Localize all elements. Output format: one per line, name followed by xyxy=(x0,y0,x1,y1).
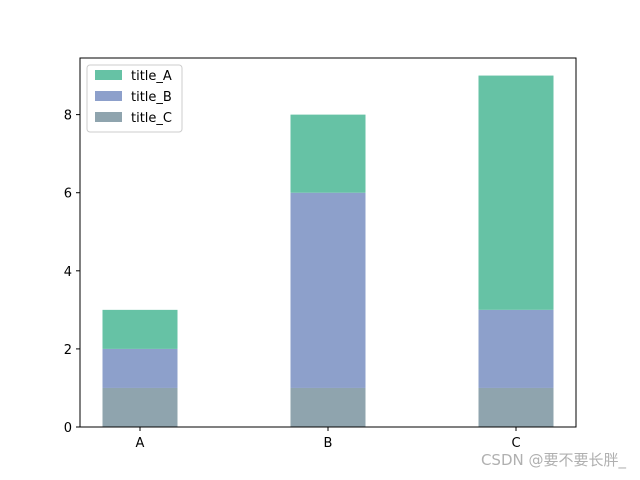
y-tick-label: 6 xyxy=(64,187,72,202)
y-tick-label: 0 xyxy=(64,421,72,436)
x-tick-label: A xyxy=(136,436,145,451)
bar-A-title_C xyxy=(102,387,178,427)
watermark: CSDN @要不要长胖_ xyxy=(480,451,626,469)
bar-A-title_B xyxy=(102,348,178,388)
legend-label: title_B xyxy=(131,90,172,105)
bar-B-title_A xyxy=(290,114,366,193)
y-axis: 0 2 4 6 8 xyxy=(64,109,80,436)
legend-swatch xyxy=(95,112,122,122)
bar-A-title_A xyxy=(102,309,178,349)
x-axis: A B C xyxy=(136,427,521,451)
legend-label: title_A xyxy=(131,69,172,84)
legend-label: title_C xyxy=(131,111,172,126)
legend-swatch xyxy=(95,70,122,80)
y-tick-label: 2 xyxy=(64,343,72,358)
legend: title_A title_B title_C xyxy=(86,64,183,133)
x-tick-label: C xyxy=(511,436,520,451)
y-tick-label: 8 xyxy=(64,109,72,124)
y-tick-label: 4 xyxy=(64,265,72,280)
bar-C-title_B xyxy=(478,309,554,388)
bars-group xyxy=(102,75,554,427)
bar-C-title_C xyxy=(478,387,554,427)
legend-swatch xyxy=(95,91,122,101)
bar-C-title_A xyxy=(478,75,554,310)
bar-B-title_B xyxy=(290,192,366,388)
bar-B-title_C xyxy=(290,387,366,427)
x-tick-label: B xyxy=(324,436,333,451)
